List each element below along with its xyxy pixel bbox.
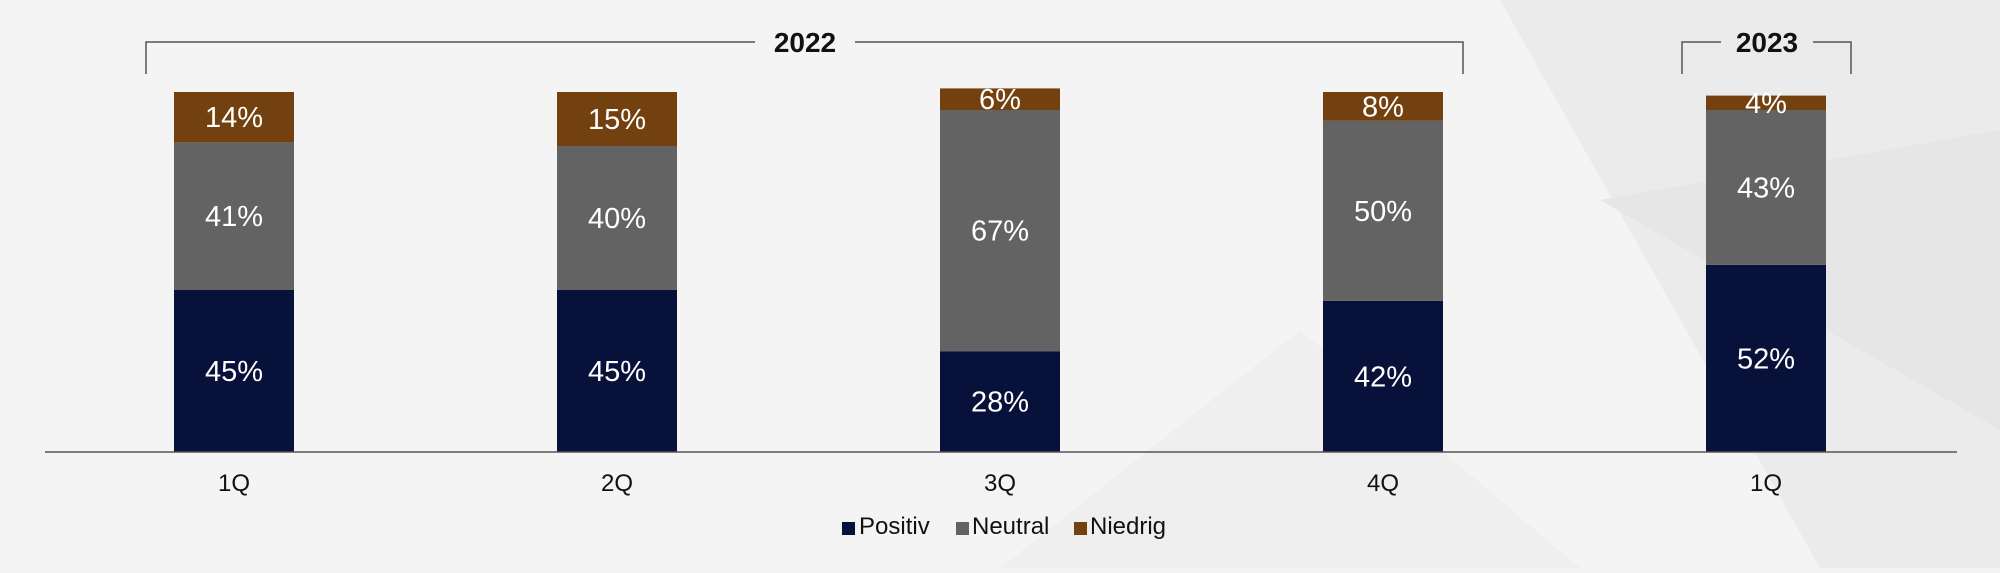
data-label: 50% [1354, 196, 1412, 228]
data-label: 45% [205, 356, 263, 388]
bar-segment-niedrig [1706, 95, 1826, 110]
x-tick-label: 1Q [1750, 470, 1782, 497]
legend-label: Neutral [972, 513, 1049, 540]
data-label: 8% [1362, 91, 1404, 123]
group-brackets: 2022 2023 [145, 27, 1852, 74]
x-tick-label: 3Q [984, 470, 1016, 497]
bar-segment-neutral [940, 110, 1060, 352]
x-axis: 1Q 2Q 3Q 4Q 1Q [45, 451, 1957, 497]
bar-segment-neutral [557, 146, 677, 290]
data-label: 43% [1737, 172, 1795, 204]
group-label: 2022 [774, 27, 836, 58]
legend-swatch [1074, 522, 1087, 535]
bar-segment-niedrig [174, 92, 294, 143]
legend-swatch [956, 522, 969, 535]
bar-segment-niedrig [1323, 92, 1443, 121]
bar-segment-niedrig [940, 88, 1060, 110]
bar-segment-positiv [1323, 300, 1443, 452]
bar-segment-positiv [557, 290, 677, 452]
data-label: 6% [979, 84, 1021, 116]
legend: Positiv Neutral Niedrig [842, 513, 1166, 540]
bar-segment-niedrig [557, 92, 677, 146]
legend-swatch [842, 522, 855, 535]
bar-segment-neutral [174, 142, 294, 290]
data-label: 14% [205, 102, 263, 134]
data-label: 40% [588, 203, 646, 235]
bar-segment-neutral [1706, 110, 1826, 265]
group-label: 2023 [1736, 27, 1798, 58]
bar-segment-positiv [940, 351, 1060, 452]
x-tick-label: 4Q [1367, 470, 1399, 497]
data-label: 67% [971, 216, 1029, 248]
data-label: 15% [588, 104, 646, 136]
x-tick-label: 2Q [601, 470, 633, 497]
group-bracket [145, 41, 1464, 74]
legend-label: Positiv [859, 513, 930, 540]
bars: 45% 41% 14% 45% 40% 15% 28% 67% 6% 42% 50% 8% 52% 43%… [174, 84, 1826, 452]
data-label: 45% [588, 356, 646, 388]
bar-segment-positiv [174, 290, 294, 452]
group-bracket [1681, 41, 1852, 74]
bar-segment-neutral [1323, 120, 1443, 301]
bar-segment-positiv [1706, 264, 1826, 452]
legend-label: Niedrig [1090, 513, 1166, 540]
data-label: 4% [1745, 88, 1787, 120]
data-label: 42% [1354, 361, 1412, 393]
background-decoration [1000, 0, 2000, 568]
data-label: 28% [971, 387, 1029, 419]
data-label: 41% [205, 201, 263, 233]
data-label: 52% [1737, 343, 1795, 375]
x-tick-label: 1Q [218, 470, 250, 497]
